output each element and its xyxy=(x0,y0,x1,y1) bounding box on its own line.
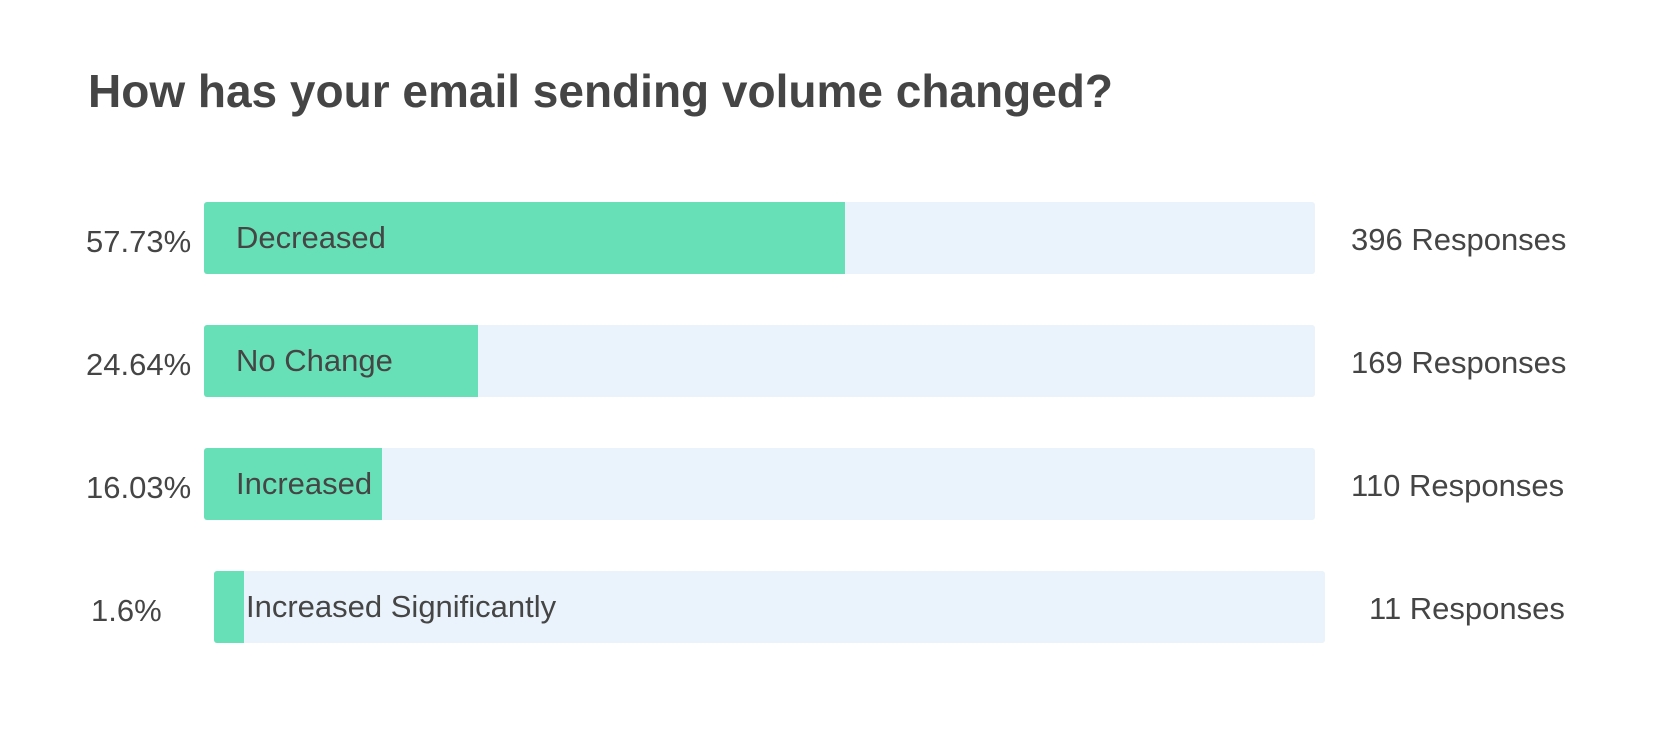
chart-title: How has your email sending volume change… xyxy=(88,65,1113,117)
bar-label: Increased Significantly xyxy=(246,589,557,624)
response-count: 11 Responses xyxy=(1369,591,1565,626)
bar-label: No Change xyxy=(236,343,393,378)
percent-label: 57.73% xyxy=(86,224,192,259)
bar-fill xyxy=(204,448,383,520)
bar-label: Increased xyxy=(236,466,373,501)
response-count: 396 Responses xyxy=(1351,222,1567,257)
bar-row: 16.03% Increased 110 Responses xyxy=(0,448,1680,520)
bar-row: 24.64% No Change 169 Responses xyxy=(0,325,1680,397)
percent-label: 1.6% xyxy=(91,593,162,628)
bar-track xyxy=(204,202,1315,274)
bar-track xyxy=(214,571,1325,643)
response-count: 110 Responses xyxy=(1351,468,1565,503)
response-count: 169 Responses xyxy=(1351,345,1567,380)
bar-track xyxy=(204,325,1315,397)
bar-row: 57.73% Decreased 396 Responses xyxy=(0,202,1680,274)
bar-fill xyxy=(204,202,846,274)
bar-fill xyxy=(204,325,478,397)
bar-label: Decreased xyxy=(236,220,386,255)
percent-label: 24.64% xyxy=(86,347,192,382)
bar-fill xyxy=(214,571,244,643)
bar-track xyxy=(204,448,1315,520)
percent-label: 16.03% xyxy=(86,470,192,505)
bar-row: 1.6% Increased Significantly 11 Response… xyxy=(0,571,1680,643)
